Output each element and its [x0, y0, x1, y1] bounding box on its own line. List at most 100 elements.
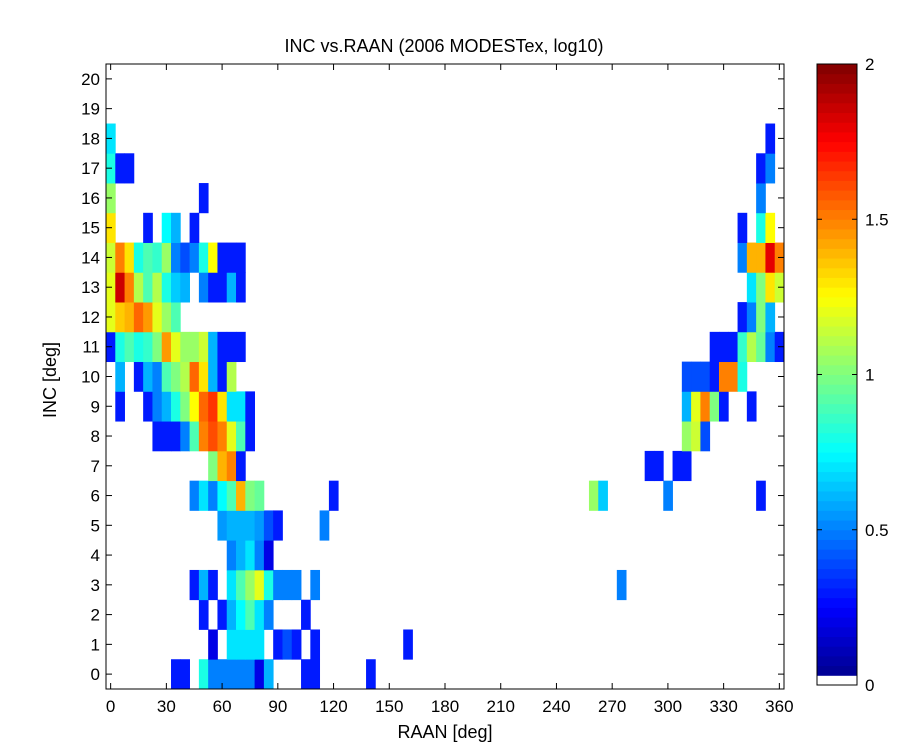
heatmap-cell	[226, 629, 237, 660]
heatmap-cell	[765, 272, 776, 303]
heatmap-cell	[254, 540, 265, 571]
heatmap-cell	[208, 391, 218, 422]
heatmap-cell	[765, 331, 776, 363]
heatmap-cell	[189, 421, 200, 452]
heatmap-cell	[226, 569, 237, 601]
heatmap-cell	[161, 212, 172, 243]
heatmap-cell	[403, 629, 413, 660]
heatmap-cell	[115, 242, 125, 273]
heatmap-cell	[198, 183, 209, 214]
heatmap-cell	[681, 361, 692, 392]
heatmap-cell	[663, 480, 673, 511]
heatmap-cell	[254, 599, 265, 630]
heatmap-cell	[737, 242, 748, 273]
heatmap-cell	[319, 510, 330, 541]
colorbar-swatch	[817, 510, 857, 521]
x-tick-label: 210	[487, 697, 515, 716]
y-tick-label: 9	[91, 397, 100, 416]
heatmap-cell	[282, 569, 293, 601]
heatmap-cell	[171, 421, 181, 452]
heatmap-cell	[756, 480, 766, 511]
heatmap-cell	[161, 272, 172, 303]
heatmap-cell	[245, 540, 256, 571]
heatmap-cell	[263, 540, 274, 571]
heatmap-cell	[217, 391, 228, 422]
colorbar-swatch	[817, 471, 857, 482]
heatmap-cell	[236, 272, 246, 303]
heatmap-cell	[737, 331, 748, 363]
heatmap-cell	[115, 361, 125, 392]
heatmap-cell	[236, 599, 246, 630]
colorbar-swatch	[817, 345, 857, 356]
heatmap-cell	[208, 569, 218, 601]
heatmap-cell	[681, 391, 692, 422]
colorbar-swatch	[817, 64, 857, 75]
y-tick-label: 19	[81, 100, 100, 119]
y-tick-label: 6	[91, 487, 100, 506]
heatmap-cell	[180, 272, 190, 303]
heatmap-cell	[189, 480, 200, 511]
y-tick-label: 13	[81, 278, 100, 297]
heatmap-cell	[143, 302, 153, 333]
heatmap-cell	[180, 361, 190, 392]
heatmap-cell	[236, 450, 246, 482]
heatmap-cell	[226, 331, 237, 363]
heatmap-cell	[681, 421, 692, 452]
x-tick-label: 120	[319, 697, 347, 716]
heatmap-cell	[180, 421, 190, 452]
heatmap-cell	[709, 391, 720, 422]
heatmap-cell	[217, 272, 228, 303]
x-axis-label: RAAN [deg]	[397, 722, 492, 742]
heatmap-cell	[756, 183, 766, 214]
colorbar-swatch	[817, 374, 857, 385]
heatmap-cell	[171, 361, 181, 392]
heatmap-cell	[143, 331, 153, 363]
heatmap-cell	[208, 331, 218, 363]
colorbar-swatch	[817, 626, 857, 637]
colorbar-swatch	[817, 452, 857, 463]
colorbar-swatch	[817, 568, 857, 579]
y-tick-label: 3	[91, 576, 100, 595]
colorbar-swatch	[817, 296, 857, 308]
heatmap-cell	[152, 421, 163, 452]
y-tick-label: 4	[91, 546, 100, 565]
heatmap-cell	[180, 331, 190, 363]
heatmap-cell	[328, 480, 339, 511]
heatmap-cell	[709, 331, 720, 363]
colorbar-swatch	[817, 490, 857, 502]
heatmap-cell	[236, 629, 246, 660]
colorbar-swatch	[817, 403, 857, 414]
colorbar-swatch	[817, 131, 857, 143]
heatmap-cell	[189, 212, 200, 243]
heatmap-cell	[254, 629, 265, 660]
heatmap-cell	[226, 599, 237, 630]
colorbar-swatch	[817, 161, 857, 172]
heatmap-cell	[198, 599, 209, 630]
heatmap-cell	[681, 450, 692, 482]
heatmap-cell	[746, 391, 757, 422]
heatmap-cell	[273, 510, 283, 541]
heatmap-cell	[143, 242, 153, 273]
heatmap-cell	[217, 421, 228, 452]
heatmap-cell	[718, 331, 729, 363]
heatmap-cell	[124, 153, 135, 184]
colorbar-swatch	[817, 636, 857, 647]
colorbar-tick-label: 2	[865, 55, 874, 74]
heatmap-cell	[115, 302, 125, 333]
heatmap-cell	[115, 331, 125, 363]
heatmap-cell	[217, 242, 228, 273]
heatmap-cell	[245, 599, 256, 630]
heatmap-cell	[245, 391, 256, 422]
heatmap-cell	[198, 480, 209, 511]
colorbar-tick-label: 0.5	[865, 521, 889, 540]
colorbar-swatch	[817, 199, 857, 211]
heatmap-cell	[208, 450, 218, 482]
heatmap-cell	[115, 153, 125, 184]
heatmap-cell	[737, 212, 748, 243]
colorbar-swatch	[817, 384, 857, 395]
colorbar-swatch	[817, 423, 857, 434]
heatmap-cell	[756, 302, 766, 333]
y-tick-label: 2	[91, 606, 100, 625]
heatmap-cell	[226, 421, 237, 452]
